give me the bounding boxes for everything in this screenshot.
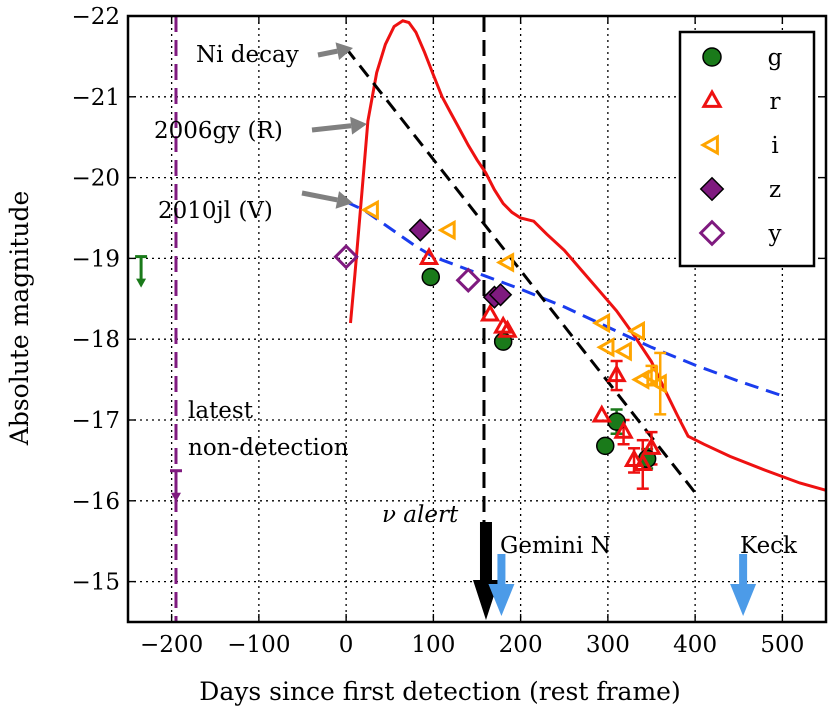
y-tick-label: −15 [71,570,120,596]
neutrino-alert-arrow-shaft [479,522,492,580]
y-axis-label: Absolute magnitude [5,191,34,446]
x-axis-label: Days since first detection (rest frame) [199,677,680,706]
legend-label-i: i [771,133,778,159]
vertical-lines [174,16,486,622]
legend-label-r: r [770,89,781,115]
legend-marker-r [701,88,723,108]
data-point-r [479,303,501,322]
data-point-z [488,283,513,307]
data-point-r [606,364,627,383]
x-tick-label: 500 [760,632,804,658]
ni-decay-arrow-shaft [317,48,338,58]
y-tick-label: −16 [71,489,120,515]
y-tick-label: −21 [71,85,120,111]
legend-box [678,30,816,268]
data-point-y [333,244,359,270]
legend-label-g: g [768,45,783,71]
x-tick-label: 200 [499,632,543,658]
x-tick-label: 400 [673,632,717,658]
legend-marker-z [699,176,725,202]
data-point-y [455,267,482,293]
model-curves [344,19,826,494]
annotation-2006gy: 2006gy (R) [154,118,283,144]
sn2006gy-arrow-head [350,116,367,135]
legend-marker-i [699,134,719,156]
gemini-label: Gemini N [500,533,611,559]
data-point-i [437,219,456,241]
legend-marker-g [702,47,722,67]
annotations [301,42,367,209]
annotation-non-detection: non-detection [188,435,349,461]
data-point-i [360,199,379,221]
annotation-ni-decay: Ni decay [196,42,299,68]
data-point-i [495,252,515,273]
legend-label-z: z [769,177,781,203]
observation-markers [472,522,757,620]
data-point-i [648,373,667,394]
y-tick-label: −18 [71,327,120,353]
x-tick-label: 0 [339,632,354,658]
data-point-i [639,365,659,386]
data-point-z [408,218,432,242]
sn2010jl-curve [345,200,783,398]
annotation-2010jl: 2010jl (V) [158,198,273,224]
ni-decay-curve [344,47,697,494]
y-tick-label: −19 [71,246,120,272]
data-point-r [418,246,440,265]
nu-alert-label: ν alert [382,502,459,528]
x-tick-label: 300 [586,632,630,658]
data-point-r [613,420,634,439]
data-point-r [497,319,518,338]
upper-limits [135,255,182,502]
data-point-i [626,320,646,342]
data-point-g [596,436,615,456]
data-point-r [641,436,662,455]
sn2010jl-arrow-head [335,191,353,209]
x-tick-label: −100 [227,632,290,658]
keck-arrow-shaft [739,554,748,584]
sn2010jl-arrow-shaft [301,190,338,203]
ni-decay-arrow-head [335,42,353,60]
sn2006gy-curve [349,19,826,492]
upper-limit-arrowhead [136,278,147,288]
data-point-r [591,404,612,423]
data-point-r [632,452,653,472]
data-point-i [596,337,615,358]
data-point-i [591,312,611,334]
x-tick-label: 100 [411,632,455,658]
y-tick-label: −22 [71,4,120,30]
data-point-i [613,341,632,362]
upper-limit-arrowhead [170,492,181,502]
gemini-arrow-head [488,584,515,616]
legend-label-y: y [768,221,782,247]
data-point-g [421,267,441,287]
data-point-r [623,448,645,467]
x-tick-label: −200 [140,632,203,658]
legend-marker-y [698,219,726,247]
y-tick-label: −17 [71,408,120,434]
plot-frame [126,14,828,624]
gemini-arrow-shaft [497,554,506,584]
axis-ticks: −200 −100 0 100 200 300 400 500 −15 −16 −17 −18 −19 −… [71,4,826,658]
y-tick-label: −20 [71,166,120,192]
data-points [333,199,667,472]
keck-label: Keck [740,533,798,559]
keck-arrow-head [730,584,757,616]
sn2006gy-arrow-shaft [311,123,352,133]
annotation-latest: latest [188,398,254,424]
